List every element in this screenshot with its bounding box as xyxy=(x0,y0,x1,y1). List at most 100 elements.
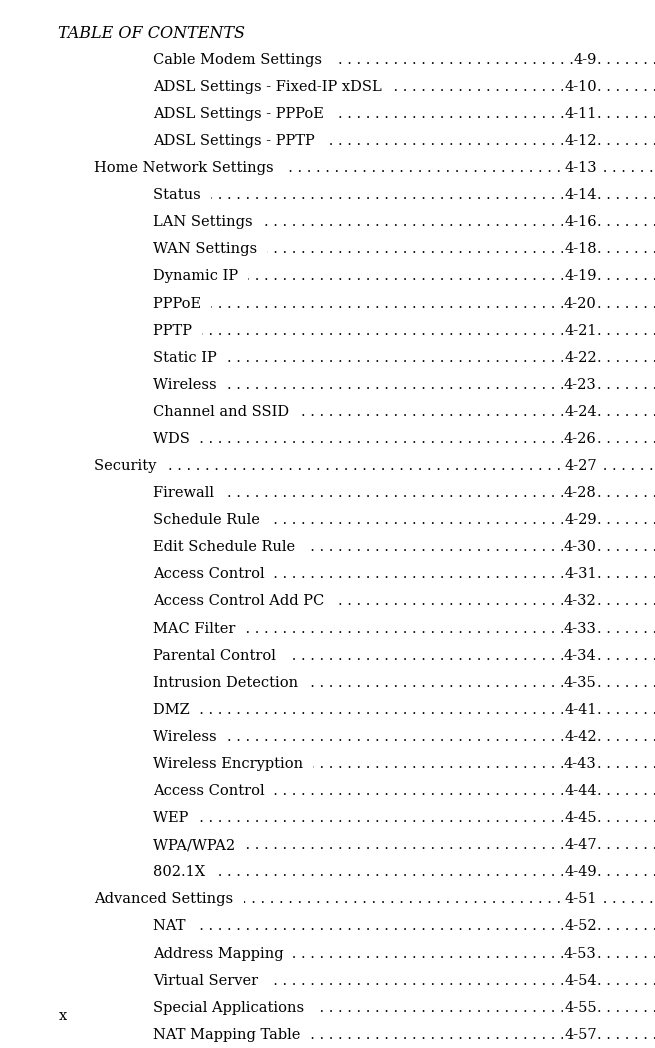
Text: . . . . . . . . . . . . . . . . . . . . . . . . . . . . . . . . . . . . . . . . : . . . . . . . . . . . . . . . . . . . . … xyxy=(153,541,655,554)
Text: . . . . . . . . . . . . . . . . . . . . . . . . . . . . . . . . . . . . . . . . : . . . . . . . . . . . . . . . . . . . . … xyxy=(153,377,655,392)
Text: Edit Schedule Rule: Edit Schedule Rule xyxy=(153,541,304,554)
Text: 4-9: 4-9 xyxy=(573,52,597,67)
Text: . . . . . . . . . . . . . . . . . . . . . . . . . . . . . . . . . . . . . . . . : . . . . . . . . . . . . . . . . . . . . … xyxy=(153,52,655,67)
Text: 4-22: 4-22 xyxy=(564,351,597,365)
Text: WDS: WDS xyxy=(153,432,199,446)
Text: 4-16: 4-16 xyxy=(564,215,597,230)
Text: 4-47: 4-47 xyxy=(564,838,597,852)
Text: . . . . . . . . . . . . . . . . . . . . . . . . . . . . . . . . . . . . . . . . : . . . . . . . . . . . . . . . . . . . . … xyxy=(153,215,655,230)
Text: 4-45: 4-45 xyxy=(564,811,597,825)
Text: WEP: WEP xyxy=(153,811,197,825)
Text: . . . . . . . . . . . . . . . . . . . . . . . . . . . . . . . . . . . . . . . . : . . . . . . . . . . . . . . . . . . . . … xyxy=(153,134,655,148)
Text: . . . . . . . . . . . . . . . . . . . . . . . . . . . . . . . . . . . . . . . . : . . . . . . . . . . . . . . . . . . . . … xyxy=(94,459,655,473)
Text: 802.1X: 802.1X xyxy=(153,866,214,879)
Text: . . . . . . . . . . . . . . . . . . . . . . . . . . . . . . . . . . . . . . . . : . . . . . . . . . . . . . . . . . . . . … xyxy=(153,405,655,419)
Text: 4-14: 4-14 xyxy=(564,189,597,202)
Text: Schedule Rule: Schedule Rule xyxy=(153,514,269,527)
Text: LAN Settings: LAN Settings xyxy=(153,215,261,230)
Text: . . . . . . . . . . . . . . . . . . . . . . . . . . . . . . . . . . . . . . . . : . . . . . . . . . . . . . . . . . . . . … xyxy=(153,324,655,337)
Text: 4-27: 4-27 xyxy=(564,459,597,473)
Text: 4-18: 4-18 xyxy=(564,242,597,257)
Text: Status: Status xyxy=(153,189,210,202)
Text: . . . . . . . . . . . . . . . . . . . . . . . . . . . . . . . . . . . . . . . . : . . . . . . . . . . . . . . . . . . . . … xyxy=(153,242,655,257)
Text: 4-33: 4-33 xyxy=(564,621,597,635)
Text: . . . . . . . . . . . . . . . . . . . . . . . . . . . . . . . . . . . . . . . . : . . . . . . . . . . . . . . . . . . . . … xyxy=(153,432,655,446)
Text: 4-51: 4-51 xyxy=(564,892,597,907)
Text: . . . . . . . . . . . . . . . . . . . . . . . . . . . . . . . . . . . . . . . . : . . . . . . . . . . . . . . . . . . . . … xyxy=(153,649,655,662)
Text: MAC Filter: MAC Filter xyxy=(153,621,244,635)
Text: . . . . . . . . . . . . . . . . . . . . . . . . . . . . . . . . . . . . . . . . : . . . . . . . . . . . . . . . . . . . . … xyxy=(94,161,655,175)
Text: NAT: NAT xyxy=(153,919,195,934)
Text: Intrusion Detection: Intrusion Detection xyxy=(153,676,307,690)
Text: DMZ: DMZ xyxy=(153,703,198,717)
Text: Access Control Add PC: Access Control Add PC xyxy=(153,594,333,609)
Text: 4-49: 4-49 xyxy=(564,866,597,879)
Text: 4-54: 4-54 xyxy=(564,974,597,987)
Text: . . . . . . . . . . . . . . . . . . . . . . . . . . . . . . . . . . . . . . . . : . . . . . . . . . . . . . . . . . . . . … xyxy=(153,594,655,609)
Text: NAT Mapping Table: NAT Mapping Table xyxy=(153,1028,309,1042)
Text: . . . . . . . . . . . . . . . . . . . . . . . . . . . . . . . . . . . . . . . . : . . . . . . . . . . . . . . . . . . . . … xyxy=(153,621,655,635)
Text: 4-41: 4-41 xyxy=(564,703,597,717)
Text: Channel and SSID: Channel and SSID xyxy=(153,405,298,419)
Text: . . . . . . . . . . . . . . . . . . . . . . . . . . . . . . . . . . . . . . . . : . . . . . . . . . . . . . . . . . . . . … xyxy=(153,351,655,365)
Text: Wireless Encryption: Wireless Encryption xyxy=(153,757,312,771)
Text: 4-42: 4-42 xyxy=(564,729,597,744)
Text: 4-12: 4-12 xyxy=(564,134,597,148)
Text: 4-10: 4-10 xyxy=(564,80,597,94)
Text: Access Control: Access Control xyxy=(153,784,274,798)
Text: . . . . . . . . . . . . . . . . . . . . . . . . . . . . . . . . . . . . . . . . : . . . . . . . . . . . . . . . . . . . . … xyxy=(94,892,655,907)
Text: Static IP: Static IP xyxy=(153,351,226,365)
Text: Dynamic IP: Dynamic IP xyxy=(153,269,247,283)
Text: Access Control: Access Control xyxy=(153,567,274,582)
Text: . . . . . . . . . . . . . . . . . . . . . . . . . . . . . . . . . . . . . . . . : . . . . . . . . . . . . . . . . . . . . … xyxy=(153,297,655,310)
Text: x: x xyxy=(58,1009,67,1023)
Text: Virtual Server: Virtual Server xyxy=(153,974,267,987)
Text: 4-53: 4-53 xyxy=(564,946,597,961)
Text: 4-32: 4-32 xyxy=(564,594,597,609)
Text: Wireless: Wireless xyxy=(153,729,226,744)
Text: . . . . . . . . . . . . . . . . . . . . . . . . . . . . . . . . . . . . . . . . : . . . . . . . . . . . . . . . . . . . . … xyxy=(153,919,655,934)
Text: . . . . . . . . . . . . . . . . . . . . . . . . . . . . . . . . . . . . . . . . : . . . . . . . . . . . . . . . . . . . . … xyxy=(153,189,655,202)
Text: . . . . . . . . . . . . . . . . . . . . . . . . . . . . . . . . . . . . . . . . : . . . . . . . . . . . . . . . . . . . . … xyxy=(153,567,655,582)
Text: 4-24: 4-24 xyxy=(564,405,597,419)
Text: 4-23: 4-23 xyxy=(564,377,597,392)
Text: ADSL Settings - PPTP: ADSL Settings - PPTP xyxy=(153,134,324,148)
Text: WAN Settings: WAN Settings xyxy=(153,242,266,257)
Text: Cable Modem Settings: Cable Modem Settings xyxy=(153,52,331,67)
Text: ADSL Settings - PPPoE: ADSL Settings - PPPoE xyxy=(153,107,333,121)
Text: . . . . . . . . . . . . . . . . . . . . . . . . . . . . . . . . . . . . . . . . : . . . . . . . . . . . . . . . . . . . . … xyxy=(153,1028,655,1042)
Text: Wireless: Wireless xyxy=(153,377,226,392)
Text: . . . . . . . . . . . . . . . . . . . . . . . . . . . . . . . . . . . . . . . . : . . . . . . . . . . . . . . . . . . . . … xyxy=(153,107,655,121)
Text: PPPoE: PPPoE xyxy=(153,297,210,310)
Text: . . . . . . . . . . . . . . . . . . . . . . . . . . . . . . . . . . . . . . . . : . . . . . . . . . . . . . . . . . . . . … xyxy=(153,703,655,717)
Text: WPA/WPA2: WPA/WPA2 xyxy=(153,838,244,852)
Text: 4-20: 4-20 xyxy=(564,297,597,310)
Text: 4-57: 4-57 xyxy=(564,1028,597,1042)
Text: 4-34: 4-34 xyxy=(564,649,597,662)
Text: Security: Security xyxy=(94,459,166,473)
Text: 4-29: 4-29 xyxy=(564,514,597,527)
Text: . . . . . . . . . . . . . . . . . . . . . . . . . . . . . . . . . . . . . . . . : . . . . . . . . . . . . . . . . . . . . … xyxy=(153,486,655,500)
Text: 4-44: 4-44 xyxy=(564,784,597,798)
Text: . . . . . . . . . . . . . . . . . . . . . . . . . . . . . . . . . . . . . . . . : . . . . . . . . . . . . . . . . . . . . … xyxy=(153,811,655,825)
Text: . . . . . . . . . . . . . . . . . . . . . . . . . . . . . . . . . . . . . . . . : . . . . . . . . . . . . . . . . . . . . … xyxy=(153,784,655,798)
Text: . . . . . . . . . . . . . . . . . . . . . . . . . . . . . . . . . . . . . . . . : . . . . . . . . . . . . . . . . . . . . … xyxy=(153,729,655,744)
Text: 4-21: 4-21 xyxy=(564,324,597,337)
Text: . . . . . . . . . . . . . . . . . . . . . . . . . . . . . . . . . . . . . . . . : . . . . . . . . . . . . . . . . . . . . … xyxy=(153,974,655,987)
Text: 4-55: 4-55 xyxy=(564,1001,597,1014)
Text: . . . . . . . . . . . . . . . . . . . . . . . . . . . . . . . . . . . . . . . . : . . . . . . . . . . . . . . . . . . . . … xyxy=(153,1001,655,1014)
Text: 4-11: 4-11 xyxy=(565,107,597,121)
Text: Firewall: Firewall xyxy=(153,486,223,500)
Text: 4-35: 4-35 xyxy=(564,676,597,690)
Text: Advanced Settings: Advanced Settings xyxy=(94,892,243,907)
Text: . . . . . . . . . . . . . . . . . . . . . . . . . . . . . . . . . . . . . . . . : . . . . . . . . . . . . . . . . . . . . … xyxy=(153,269,655,283)
Text: 4-26: 4-26 xyxy=(564,432,597,446)
Text: . . . . . . . . . . . . . . . . . . . . . . . . . . . . . . . . . . . . . . . . : . . . . . . . . . . . . . . . . . . . . … xyxy=(153,80,655,94)
Text: . . . . . . . . . . . . . . . . . . . . . . . . . . . . . . . . . . . . . . . . : . . . . . . . . . . . . . . . . . . . . … xyxy=(153,866,655,879)
Text: TABLE OF CONTENTS: TABLE OF CONTENTS xyxy=(58,25,246,42)
Text: Parental Control: Parental Control xyxy=(153,649,285,662)
Text: . . . . . . . . . . . . . . . . . . . . . . . . . . . . . . . . . . . . . . . . : . . . . . . . . . . . . . . . . . . . . … xyxy=(153,514,655,527)
Text: 4-43: 4-43 xyxy=(564,757,597,771)
Text: Home Network Settings: Home Network Settings xyxy=(94,161,284,175)
Text: ADSL Settings - Fixed-IP xDSL: ADSL Settings - Fixed-IP xDSL xyxy=(153,80,391,94)
